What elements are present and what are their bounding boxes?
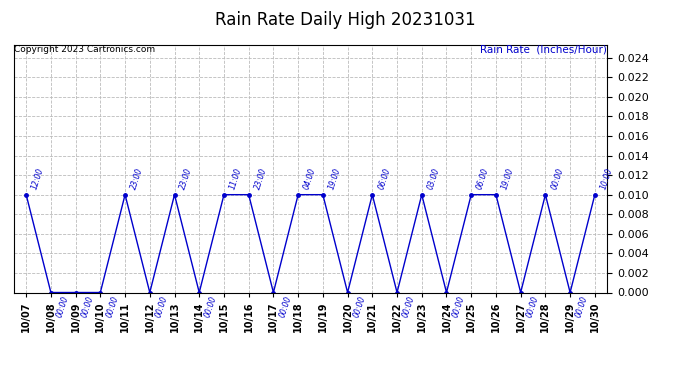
Text: Copyright 2023 Cartronics.com: Copyright 2023 Cartronics.com [14,45,155,54]
Text: 00:00: 00:00 [401,295,417,319]
Text: 00:00: 00:00 [574,295,590,319]
Text: Rain Rate  (Inches/Hour): Rain Rate (Inches/Hour) [480,45,607,55]
Text: 04:00: 04:00 [302,166,317,190]
Text: 10:00: 10:00 [599,166,614,190]
Text: 23:00: 23:00 [179,166,194,190]
Text: Rain Rate Daily High 20231031: Rain Rate Daily High 20231031 [215,11,475,29]
Text: 12:00: 12:00 [30,166,46,190]
Text: 00:00: 00:00 [80,295,95,319]
Text: 00:00: 00:00 [451,295,466,319]
Text: 00:00: 00:00 [154,295,169,319]
Text: 03:00: 03:00 [426,166,442,190]
Text: 19:00: 19:00 [327,166,342,190]
Text: 00:00: 00:00 [277,295,293,319]
Text: 11:00: 11:00 [228,166,244,190]
Text: 06:00: 06:00 [475,166,491,190]
Text: 00:00: 00:00 [204,295,219,319]
Text: 00:00: 00:00 [525,295,540,319]
Text: 00:00: 00:00 [104,295,120,319]
Text: 06:00: 06:00 [377,166,392,190]
Text: 23:00: 23:00 [129,166,145,190]
Text: 00:00: 00:00 [549,166,565,190]
Text: 23:00: 23:00 [253,166,268,190]
Text: 19:00: 19:00 [500,166,515,190]
Text: 00:00: 00:00 [55,295,70,319]
Text: 00:00: 00:00 [352,295,367,319]
